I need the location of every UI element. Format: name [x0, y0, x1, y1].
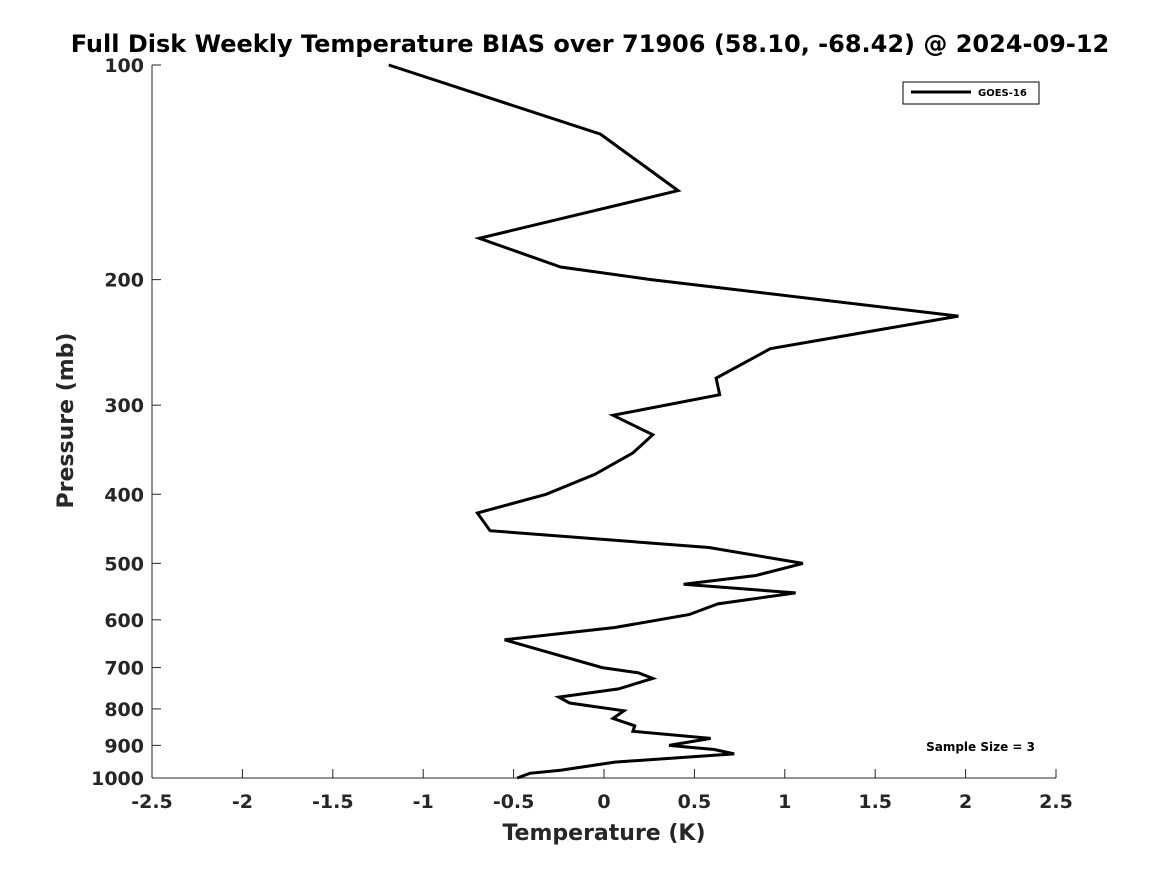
x-tick-label: 2.5 [1039, 791, 1073, 813]
chart-title: Full Disk Weekly Temperature BIAS over 7… [71, 30, 1110, 58]
series-line-goes-16 [388, 63, 959, 780]
sample-size-annotation: Sample Size = 3 [926, 740, 1035, 754]
y-tick-label: 400 [104, 484, 144, 506]
x-tick-label: 0 [597, 791, 610, 813]
y-axis-ticks: 100 200 300 400 500 600 700 800 900 1000 [91, 55, 161, 790]
x-tick-label: -2.5 [131, 791, 173, 813]
y-axis-label: Pressure (mb) [54, 333, 79, 509]
x-tick-label: -1 [413, 791, 434, 813]
y-tick-label: 300 [104, 395, 144, 417]
x-tick-label: -0.5 [493, 791, 535, 813]
y-tick-label: 600 [104, 610, 144, 632]
y-tick-label: 1000 [91, 768, 144, 790]
x-tick-label: 2 [959, 791, 972, 813]
x-axis-label: Temperature (K) [502, 821, 705, 846]
legend: GOES-16 [902, 81, 1040, 105]
x-tick-label: 1.5 [858, 791, 892, 813]
x-tick-label: 1 [778, 791, 791, 813]
y-tick-label: 800 [104, 699, 144, 721]
y-tick-label: 500 [104, 553, 144, 575]
x-axis-ticks: -2.5 -2 -1.5 -1 -0.5 0 0.5 1 1.5 2 2.5 [131, 769, 1073, 813]
y-tick-label: 700 [104, 658, 144, 680]
axes [151, 65, 1056, 779]
y-tick-label: 200 [104, 270, 144, 292]
x-tick-label: 0.5 [678, 791, 712, 813]
x-tick-label: -2 [232, 791, 253, 813]
x-tick-label: -1.5 [312, 791, 354, 813]
y-tick-label: 100 [104, 55, 144, 77]
legend-entry-goes-16: GOES-16 [978, 88, 1027, 99]
y-tick-label: 900 [104, 735, 144, 757]
series-layer [388, 63, 959, 780]
